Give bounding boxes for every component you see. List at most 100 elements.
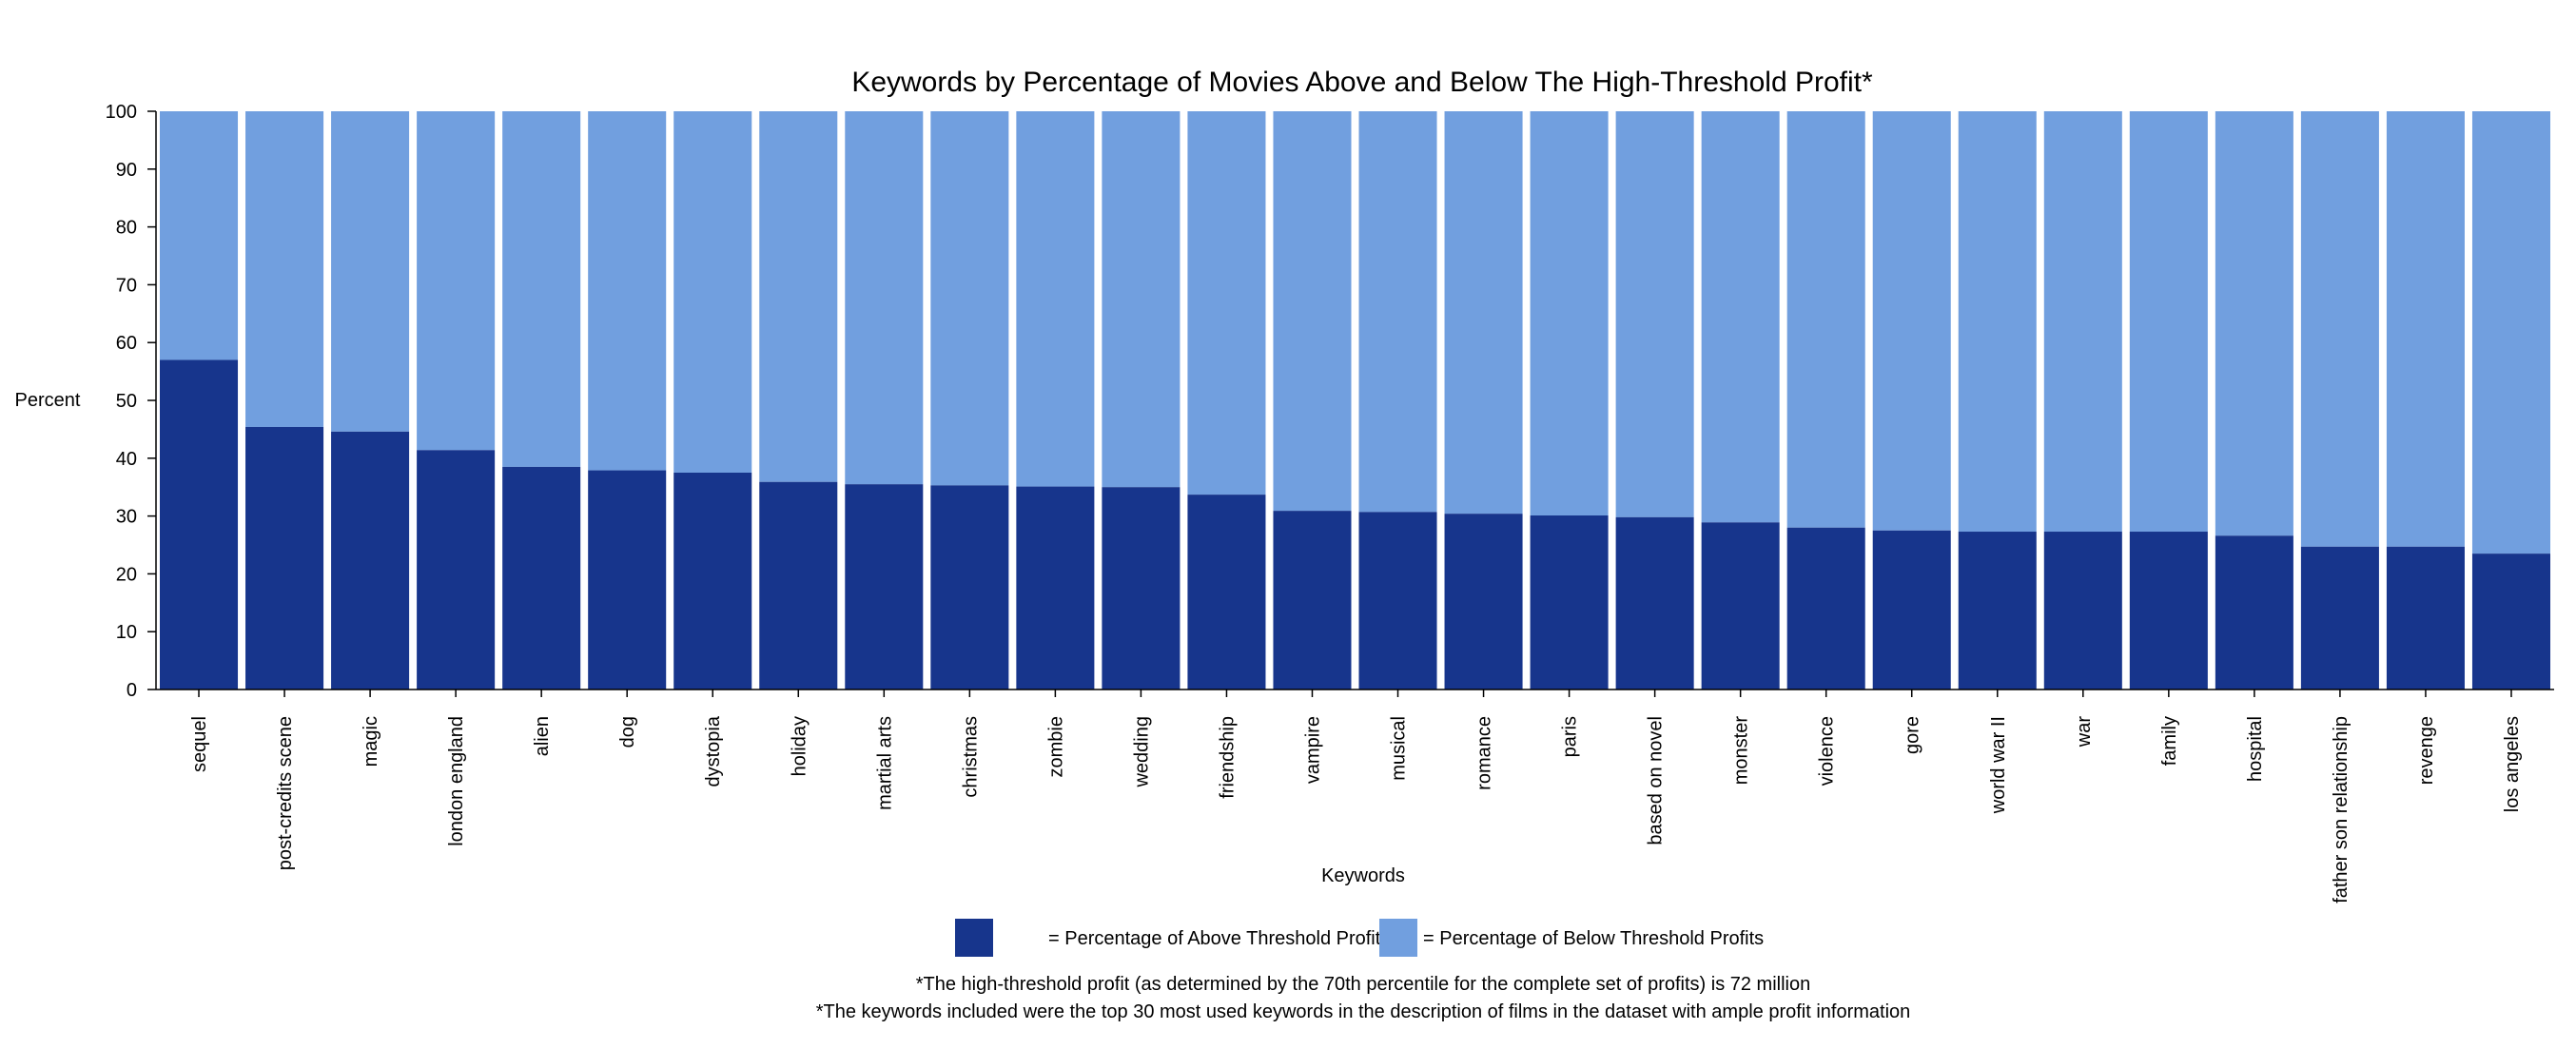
- y-axis-title: Percent: [15, 390, 81, 411]
- chart-title: Keywords by Percentage of Movies Above a…: [851, 67, 1873, 98]
- bar-below-wedding: [1102, 111, 1181, 488]
- bar-below-gore: [1872, 111, 1951, 531]
- bar-above-holiday: [759, 481, 838, 690]
- bar-below-christmas: [930, 111, 1009, 486]
- legend-label-above: = Percentage of Above Threshold Profits: [1048, 928, 1390, 949]
- bar-above-hospital: [2215, 535, 2293, 690]
- x-tick-label: paris: [1560, 716, 1581, 757]
- y-tick-label: 20: [116, 564, 137, 585]
- x-tick-label: post-credits scene: [275, 716, 296, 870]
- bar-below-magic: [331, 111, 410, 432]
- bar-below-alien: [502, 111, 581, 467]
- x-axis-title: Keywords: [1321, 865, 1405, 886]
- bar-above-revenge: [2386, 546, 2465, 690]
- x-tick-label: revenge: [2416, 716, 2437, 785]
- x-tick-label: war: [2074, 716, 2095, 748]
- x-tick-label: martial arts: [874, 716, 895, 810]
- x-tick-label: monster: [1731, 716, 1752, 786]
- bar-below-family: [2129, 111, 2208, 533]
- bar-below-zombie: [1016, 111, 1095, 487]
- bar-above-los-angeles: [2471, 554, 2550, 690]
- x-tick-label: world war II: [1988, 716, 2009, 814]
- x-tick-label: gore: [1903, 716, 1923, 754]
- y-tick-label: 80: [116, 218, 137, 239]
- x-tick-label: wedding: [1131, 716, 1152, 788]
- bar-above-gore: [1872, 530, 1951, 690]
- bar-above-friendship: [1187, 495, 1266, 690]
- bar-above-martial-arts: [845, 484, 924, 690]
- x-axis: sequel post-credits scene magic london engl…: [156, 689, 2554, 903]
- x-tick-label: christmas: [960, 716, 981, 798]
- bar-above-world-war-ii: [1958, 532, 2037, 690]
- bar-below-hospital: [2215, 111, 2293, 536]
- bar-above-monster: [1701, 522, 1780, 690]
- y-tick-label: 0: [127, 680, 137, 701]
- x-tick-label: father son relationship: [2331, 716, 2352, 903]
- bars-group: [160, 111, 2550, 690]
- bar-above-dog: [588, 470, 667, 690]
- legend-label-below: = Percentage of Below Threshold Profits: [1423, 928, 1764, 949]
- legend-swatch-above: [955, 919, 993, 957]
- footnote-threshold: *The high-threshold profit (as determine…: [916, 974, 1810, 995]
- y-tick-label: 70: [116, 275, 137, 296]
- bar-below-revenge: [2386, 111, 2465, 547]
- y-tick-label: 30: [116, 507, 137, 528]
- bar-above-sequel: [160, 359, 239, 690]
- x-tick-label: violence: [1817, 716, 1838, 786]
- y-tick-label: 40: [116, 449, 137, 470]
- x-tick-label: los angeles: [2502, 716, 2523, 812]
- bar-above-alien: [502, 466, 581, 690]
- bar-above-musical: [1358, 512, 1437, 690]
- bar-below-war: [2043, 111, 2122, 533]
- bar-below-world-war-ii: [1958, 111, 2037, 533]
- bar-below-monster: [1701, 111, 1780, 523]
- x-tick-label: dystopia: [703, 715, 724, 787]
- bar-above-dystopia: [673, 473, 752, 690]
- x-tick-label: musical: [1389, 716, 1410, 781]
- bar-above-war: [2043, 532, 2122, 690]
- bar-above-post-credits-scene: [245, 426, 324, 690]
- bar-above-violence: [1786, 527, 1865, 690]
- x-tick-label: dog: [617, 716, 638, 748]
- footnote-keywords: *The keywords included were the top 30 m…: [816, 1001, 1911, 1022]
- bar-below-romance: [1444, 111, 1523, 515]
- bar-below-post-credits-scene: [245, 111, 324, 427]
- x-tick-label: alien: [532, 716, 553, 756]
- bar-above-father-son-relationship: [2300, 546, 2379, 690]
- y-axis: 0 10 20 30 40 50 60 70 80 90 100: [106, 102, 157, 701]
- x-tick-label: holiday: [789, 716, 810, 776]
- x-tick-label: hospital: [2245, 716, 2266, 782]
- bar-below-los-angeles: [2471, 111, 2550, 554]
- x-tick-label: romance: [1474, 716, 1495, 790]
- bar-below-based-on-novel: [1615, 111, 1694, 517]
- x-tick-label: family: [2159, 716, 2180, 766]
- legend-swatch-below: [1379, 919, 1417, 957]
- x-tick-label: zombie: [1045, 716, 1066, 777]
- bar-below-martial-arts: [845, 111, 924, 485]
- bar-above-zombie: [1016, 486, 1095, 690]
- bar-below-dystopia: [673, 111, 752, 473]
- x-tick-label: friendship: [1217, 716, 1238, 799]
- x-tick-label: sequel: [189, 716, 210, 772]
- bar-above-romance: [1444, 514, 1523, 690]
- y-tick-label: 60: [116, 333, 137, 354]
- bar-above-paris: [1530, 515, 1609, 690]
- x-tick-label: based on novel: [1646, 716, 1667, 845]
- y-tick-label: 50: [116, 391, 137, 412]
- y-tick-label: 90: [116, 160, 137, 181]
- bar-above-london-england: [417, 450, 496, 690]
- bar-above-wedding: [1102, 487, 1181, 690]
- y-tick-label: 10: [116, 622, 137, 643]
- bar-above-christmas: [930, 485, 1009, 690]
- bar-below-vampire: [1273, 111, 1352, 512]
- y-tick-label: 100: [106, 102, 137, 123]
- bar-below-sequel: [160, 111, 239, 360]
- x-tick-label: vampire: [1302, 716, 1323, 784]
- bar-above-vampire: [1273, 511, 1352, 690]
- bar-above-based-on-novel: [1615, 516, 1694, 690]
- bar-below-london-england: [417, 111, 496, 451]
- bar-below-paris: [1530, 111, 1609, 515]
- bar-below-musical: [1358, 111, 1437, 513]
